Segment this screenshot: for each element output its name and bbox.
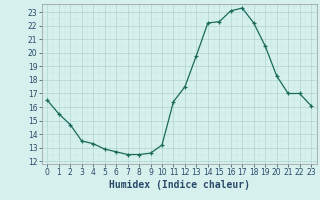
X-axis label: Humidex (Indice chaleur): Humidex (Indice chaleur) xyxy=(109,180,250,190)
